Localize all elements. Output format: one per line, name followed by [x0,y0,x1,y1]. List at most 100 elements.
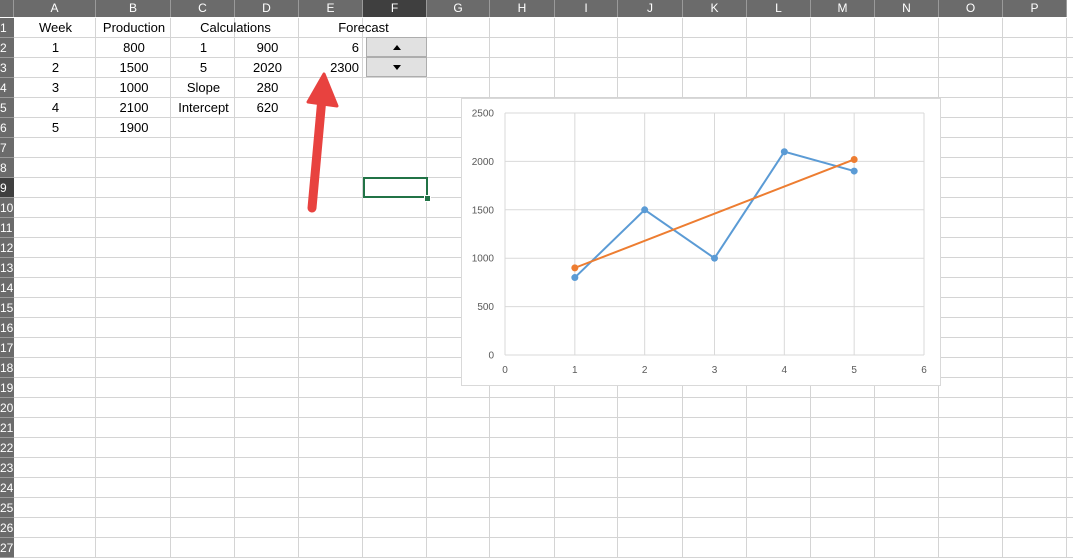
row-header-7[interactable]: 7 [0,138,14,158]
column-header-k[interactable]: K [683,0,747,17]
row-header-8[interactable]: 8 [0,158,14,178]
column-header-g[interactable]: G [427,0,490,17]
triangle-up-icon [393,45,401,50]
cell-e3[interactable]: 2300 [330,60,359,75]
row-header-6[interactable]: 6 [0,118,14,138]
column-header-a[interactable]: A [14,0,96,17]
cell-a3[interactable]: 2 [51,60,60,75]
triangle-down-icon [393,65,401,70]
column-header-e[interactable]: E [299,0,363,17]
spin-up-button[interactable] [366,37,427,57]
row-header-12[interactable]: 12 [0,238,14,258]
row-header-21[interactable]: 21 [0,418,14,438]
cell-b5[interactable]: 2100 [119,100,149,115]
row-header-26[interactable]: 26 [0,518,14,538]
x-tick-label: 1 [572,365,578,376]
gridline-vertical [95,18,96,558]
line-chart[interactable]: 0 500 1000 1500 2000 2500 0 1 2 3 4 5 6 [461,98,941,386]
row-header-2[interactable]: 2 [0,38,14,58]
row-header-17[interactable]: 17 [0,338,14,358]
y-tick-label: 1000 [472,254,495,265]
cell-b2[interactable]: 800 [123,40,145,55]
column-header-d[interactable]: D [235,0,299,17]
column-header-p[interactable]: P [1003,0,1067,17]
cell-a1[interactable]: Week [39,20,72,35]
cell-d3[interactable]: 2020 [253,60,282,75]
cell-e2[interactable]: 6 [351,40,359,55]
gridline-vertical [234,18,235,558]
row-header-13[interactable]: 13 [0,258,14,278]
column-header-l[interactable]: L [747,0,811,17]
row-header-3[interactable]: 3 [0,58,14,78]
row-header-19[interactable]: 19 [0,378,14,398]
gridline-horizontal [14,497,1073,498]
data-point [780,148,788,156]
cell-b3[interactable]: 1500 [119,60,149,75]
row-header-24[interactable]: 24 [0,478,14,498]
select-all-corner[interactable] [0,0,14,17]
cell-a6[interactable]: 5 [51,120,60,135]
row-header-14[interactable]: 14 [0,278,14,298]
cell-b6[interactable]: 1900 [119,120,149,135]
row-header-22[interactable]: 22 [0,438,14,458]
row-header-1[interactable]: 1 [0,18,14,38]
cell-a2[interactable]: 1 [51,40,60,55]
gridline-vertical [1002,18,1003,558]
cell-d2[interactable]: 900 [256,40,279,55]
x-tick-label: 4 [782,365,788,376]
gridline-horizontal [14,57,1073,58]
column-header-n[interactable]: N [875,0,939,17]
gridline-vertical [170,18,171,558]
row-header-15[interactable]: 15 [0,298,14,318]
spin-down-button[interactable] [366,57,427,77]
gridline-vertical [362,18,363,558]
cell-a5[interactable]: 4 [51,100,60,115]
row-header-25[interactable]: 25 [0,498,14,518]
gridline-horizontal [14,417,1073,418]
cell-d4[interactable]: 280 [256,80,279,95]
row-header-4[interactable]: 4 [0,78,14,98]
column-header-j[interactable]: J [618,0,683,17]
cell-b1[interactable]: Production [102,20,166,35]
row-header-10[interactable]: 10 [0,198,14,218]
cell-c2[interactable]: 1 [199,40,208,55]
x-tick-label: 6 [921,365,927,376]
chart-plot: 0 500 1000 1500 2000 2500 0 1 2 3 4 5 6 [472,109,927,377]
row-header-18[interactable]: 18 [0,358,14,378]
y-tick-label: 2000 [472,157,495,168]
cell-a4[interactable]: 3 [51,80,60,95]
column-header-o[interactable]: O [939,0,1003,17]
row-header-16[interactable]: 16 [0,318,14,338]
cell-c5[interactable]: Intercept [178,100,229,115]
column-header-i[interactable]: I [555,0,618,17]
column-header-c[interactable]: C [171,0,235,17]
column-header-f[interactable]: F [363,0,427,17]
series-line-2 [574,158,855,269]
gridline-vertical [426,18,427,558]
gridline-horizontal [14,77,1073,78]
cell-c3[interactable]: 5 [199,60,208,75]
row-header-9[interactable]: 9 [0,178,14,198]
gridline-horizontal [14,397,1073,398]
cell-b4[interactable]: 1000 [119,80,149,95]
column-header-b[interactable]: B [96,0,171,17]
data-point [571,264,579,272]
gridline-horizontal [14,537,1073,538]
data-point [641,206,649,214]
cell-d5[interactable]: 620 [256,100,279,115]
row-header-5[interactable]: 5 [0,98,14,118]
gridline-horizontal [14,97,1073,98]
column-header-h[interactable]: H [490,0,555,17]
cell-c1[interactable]: Calculations [200,20,271,35]
column-header-m[interactable]: M [811,0,875,17]
row-header-27[interactable]: 27 [0,538,14,558]
cell-c4[interactable]: Slope [186,80,221,95]
row-header-11[interactable]: 11 [0,218,14,238]
cell-e1[interactable]: Forecast [338,20,389,35]
fill-handle[interactable] [424,195,431,202]
row-header-20[interactable]: 20 [0,398,14,418]
row-header-23[interactable]: 23 [0,458,14,478]
selected-cell-f9[interactable] [363,177,428,198]
gridline-horizontal [14,437,1073,438]
gridline-vertical [1066,18,1067,558]
